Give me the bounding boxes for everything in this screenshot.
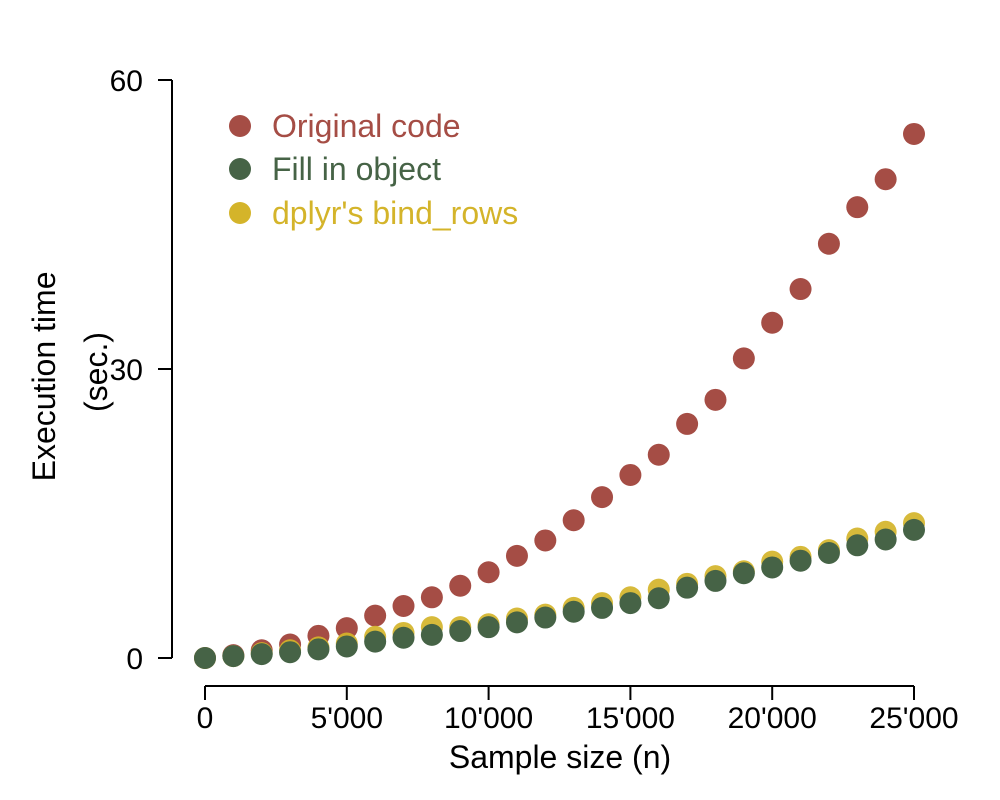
data-point (562, 509, 585, 532)
data-point (420, 586, 443, 609)
legend-label: dplyr's bind_rows (272, 195, 518, 231)
data-point (619, 592, 642, 615)
legend-marker (229, 158, 251, 180)
data-point (505, 611, 528, 634)
data-point (817, 541, 840, 564)
legend-label: Fill in object (272, 151, 441, 187)
data-point (250, 643, 273, 666)
data-point (903, 518, 925, 541)
data-point (789, 278, 812, 301)
data-point (846, 534, 869, 557)
data-point (392, 594, 415, 617)
y-axis-label: Execution time (sec.) (26, 263, 114, 482)
legend-item: dplyr's bind_rows (229, 195, 518, 231)
data-point (817, 232, 840, 255)
y-axis: 0 30 60 (110, 65, 173, 676)
x-axis-label: Sample size (n) (449, 739, 671, 775)
data-point (364, 604, 387, 627)
legend-item: Original code (229, 108, 461, 144)
data-point (534, 529, 557, 552)
data-point (619, 463, 642, 486)
data-point (420, 623, 443, 646)
data-point (846, 196, 869, 219)
y-axis-label-line-1: Execution time (26, 272, 62, 482)
data-point (307, 638, 330, 661)
legend-marker (229, 202, 251, 224)
data-point (279, 641, 302, 664)
data-point (449, 620, 472, 643)
data-point (534, 606, 557, 629)
legend: Original code Fill in object dplyr's bind_… (229, 108, 518, 231)
data-point (676, 576, 699, 599)
data-point (761, 311, 784, 334)
data-point (903, 122, 925, 145)
series-2 (194, 512, 925, 669)
data-point (704, 388, 727, 411)
data-point (676, 412, 699, 435)
series-1 (194, 518, 925, 669)
data-point (505, 544, 528, 567)
data-point (477, 561, 500, 584)
data-point (477, 616, 500, 639)
y-tick-label: 30 (110, 354, 143, 387)
data-point (761, 556, 784, 579)
x-axis: 0 5'000 10'000 15'000 20'000 25'000 (197, 685, 959, 735)
data-point (647, 587, 670, 610)
plot-points (194, 122, 925, 669)
x-tick-label: 25'000 (869, 702, 958, 735)
y-tick-label: 60 (110, 65, 143, 98)
data-point (789, 549, 812, 572)
data-point (874, 168, 897, 191)
data-point (732, 562, 755, 585)
data-point (562, 600, 585, 623)
legend-label: Original code (272, 108, 461, 144)
data-point (392, 626, 415, 649)
legend-item: Fill in object (229, 151, 441, 187)
data-point (194, 647, 216, 669)
data-point (704, 569, 727, 592)
data-point (449, 574, 472, 597)
data-point (874, 528, 897, 551)
x-tick-label: 10'000 (444, 702, 533, 735)
y-axis-label-line-2: (sec.) (78, 332, 114, 412)
data-point (591, 486, 614, 509)
x-tick-label: 15'000 (586, 702, 675, 735)
data-point (364, 630, 387, 653)
data-point (335, 617, 358, 640)
data-point (335, 635, 358, 658)
x-tick-label: 0 (197, 702, 214, 735)
data-point (222, 645, 245, 668)
x-tick-label: 5'000 (311, 702, 383, 735)
legend-marker (229, 115, 251, 137)
data-point (732, 347, 755, 370)
data-point (591, 596, 614, 619)
data-point (647, 443, 670, 466)
x-tick-label: 20'000 (728, 702, 817, 735)
y-tick-label: 0 (126, 643, 143, 676)
